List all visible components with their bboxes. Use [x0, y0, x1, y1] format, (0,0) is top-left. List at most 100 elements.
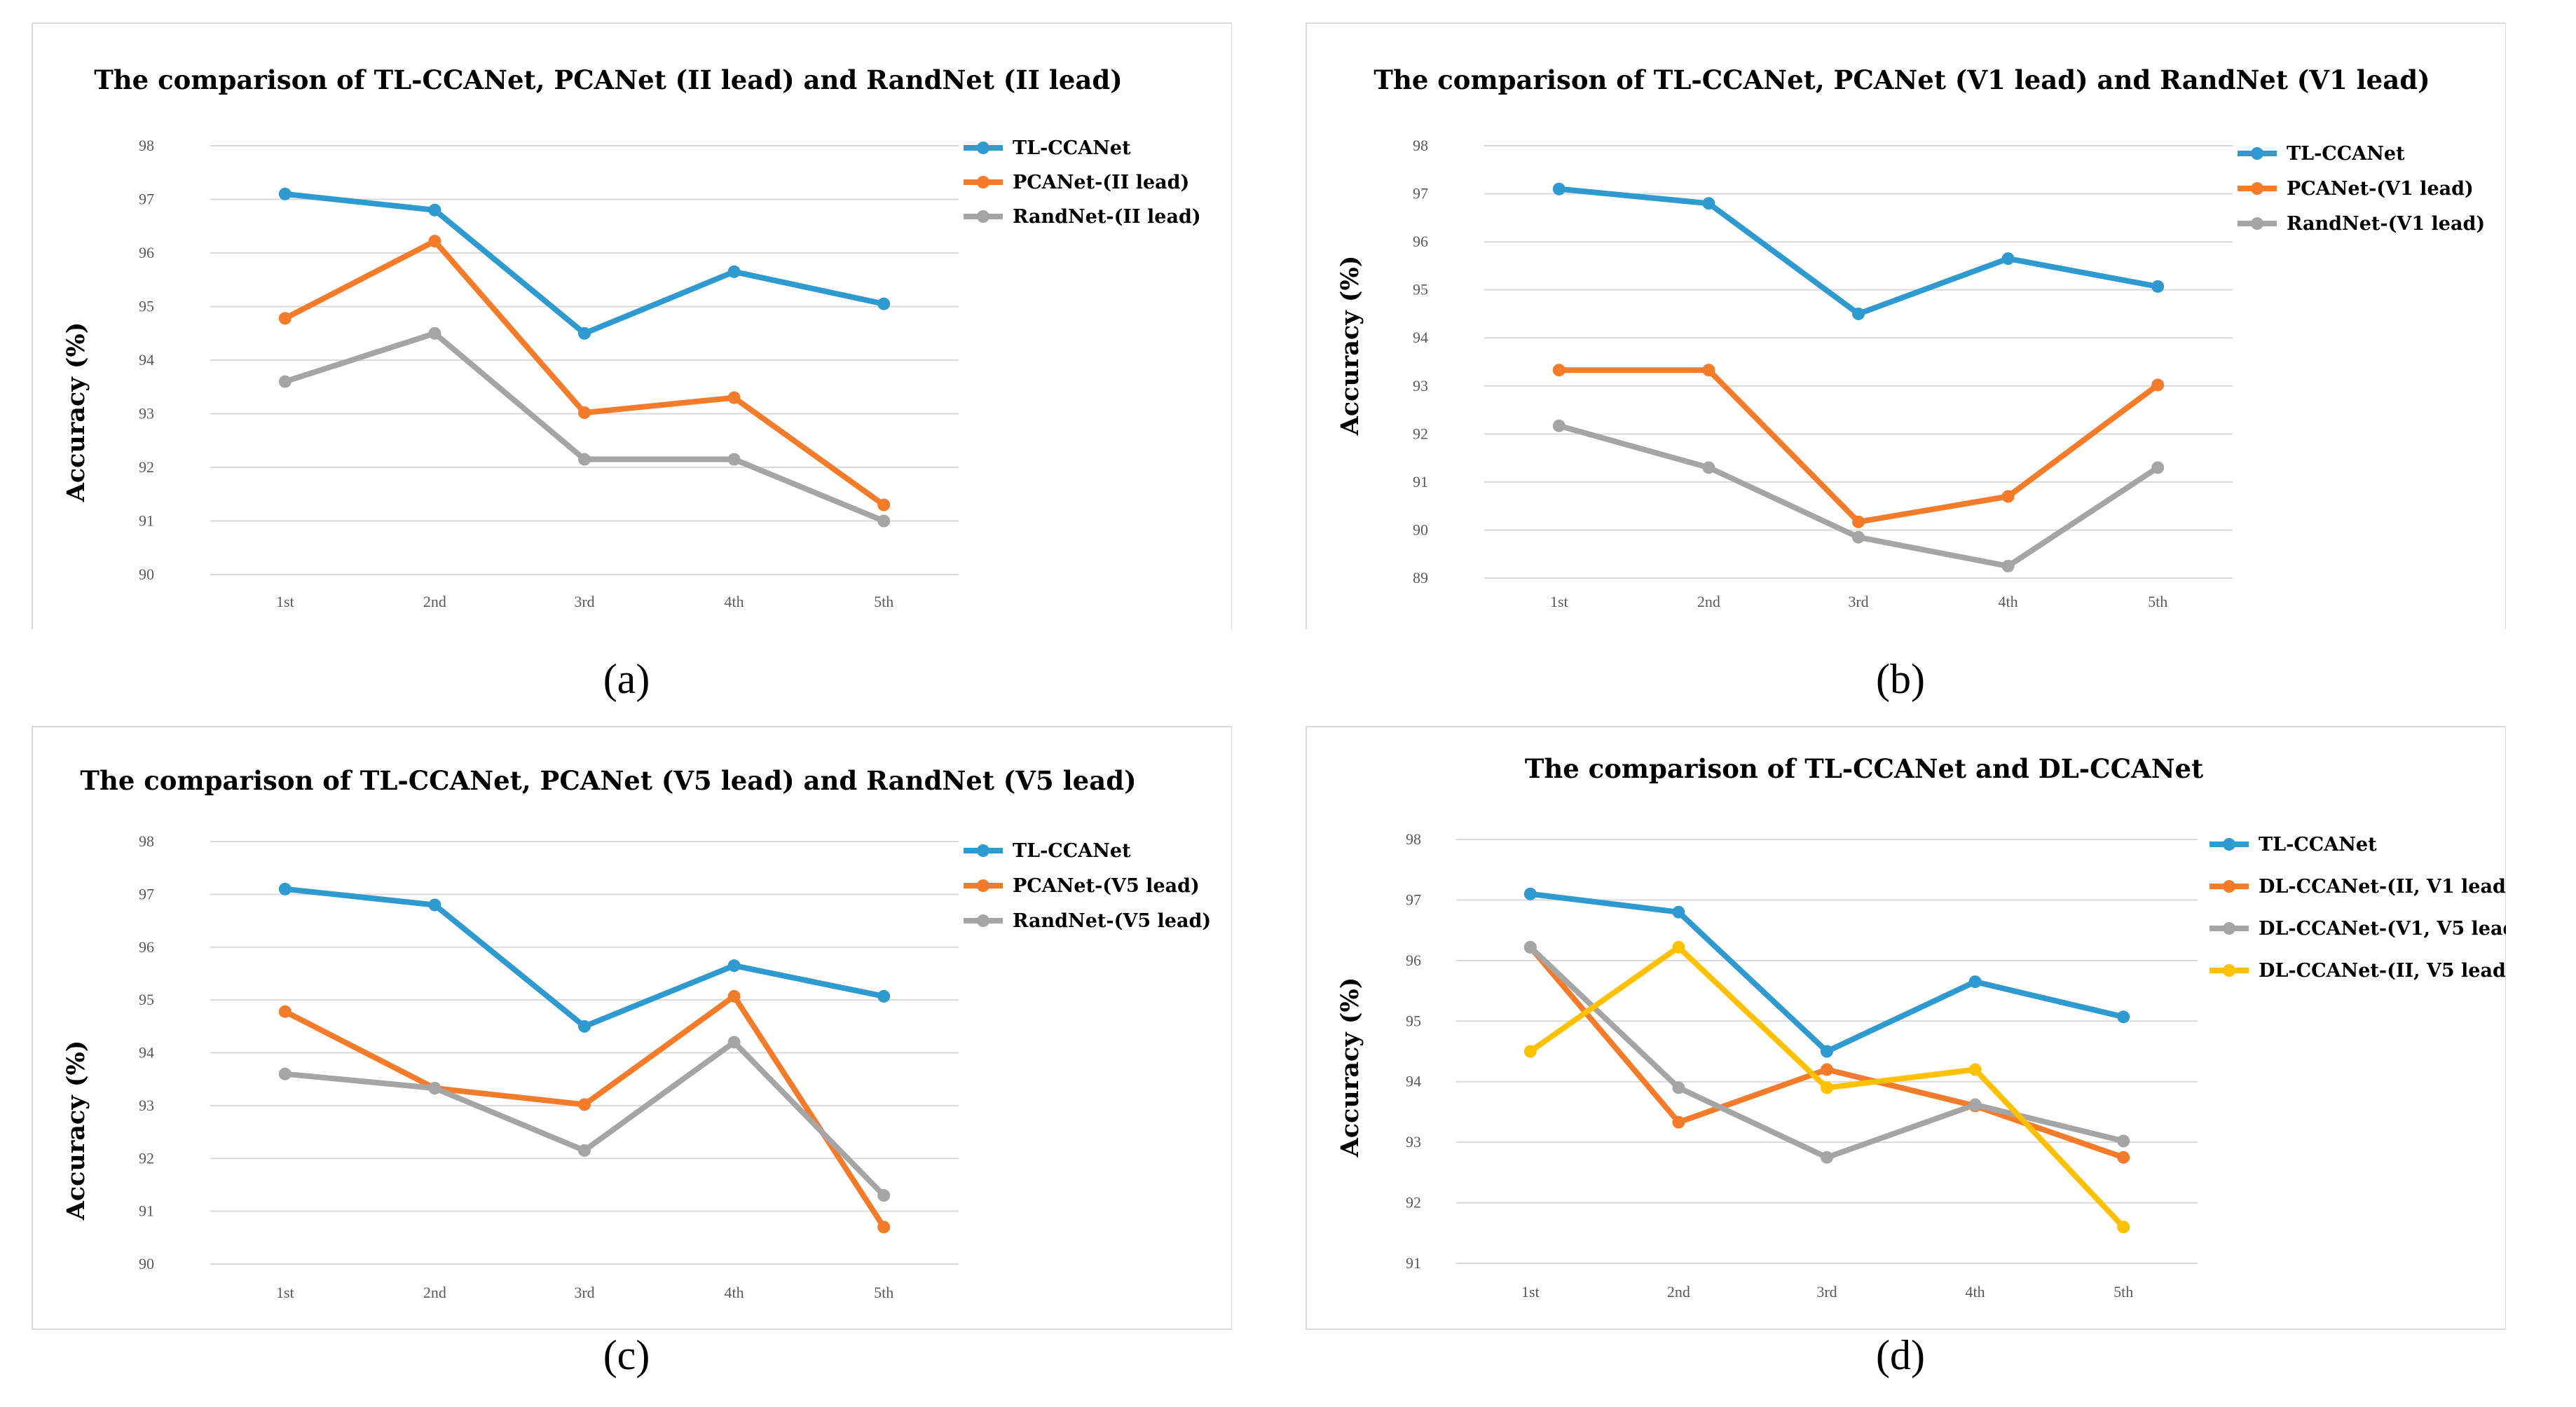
x-tick-label: 3rd — [1848, 593, 1868, 610]
y-tick-label: 98 — [139, 832, 154, 850]
data-point — [578, 327, 591, 340]
data-point — [2151, 378, 2165, 392]
data-point — [428, 327, 441, 340]
chart-d-svg: The comparison of TL-CCANet and DL-CCANe… — [1306, 726, 2506, 1330]
y-tick-label: 93 — [139, 1097, 154, 1114]
legend-marker — [977, 142, 989, 154]
data-point — [877, 989, 891, 1003]
data-point — [1552, 364, 1566, 377]
data-point — [1852, 530, 1865, 544]
legend-marker — [977, 210, 989, 223]
x-tick-label: 1st — [276, 1284, 294, 1301]
data-point — [877, 514, 891, 528]
y-tick-label: 90 — [139, 1255, 154, 1272]
data-point — [578, 406, 591, 419]
data-point — [428, 235, 441, 248]
caption-b: (b) — [1876, 656, 1925, 702]
data-point — [278, 1067, 292, 1080]
x-tick-label: 2nd — [423, 1284, 446, 1301]
y-tick-label: 96 — [139, 244, 154, 261]
data-point — [1672, 1116, 1685, 1129]
chart-title: The comparison of TL-CCANet, PCANet (II … — [94, 64, 1123, 95]
y-tick-label: 93 — [1413, 377, 1428, 394]
data-point — [2151, 280, 2165, 293]
y-tick-label: 95 — [139, 298, 154, 315]
legend-label: RandNet-(V1 lead) — [2287, 213, 2485, 235]
chart-frame — [1306, 22, 2506, 629]
x-tick-label: 2nd — [423, 593, 446, 610]
y-tick-label: 95 — [1413, 281, 1428, 298]
y-tick-label: 94 — [1406, 1073, 1421, 1090]
y-tick-label: 96 — [1413, 233, 1428, 250]
chart-panel-d: The comparison of TL-CCANet and DL-CCANe… — [1295, 725, 2506, 1342]
data-point — [278, 187, 292, 200]
x-tick-label: 1st — [1521, 1283, 1540, 1300]
y-tick-label: 90 — [139, 565, 154, 583]
y-tick-label: 91 — [139, 512, 154, 530]
chart-frame — [32, 726, 1232, 1330]
legend-label: TL-CCANet — [2287, 143, 2405, 165]
x-tick-label: 4th — [725, 593, 744, 610]
data-point — [1523, 887, 1537, 900]
legend-marker — [2223, 964, 2235, 977]
chart-title: The comparison of TL-CCANet and DL-CCANe… — [1525, 753, 2203, 784]
chart-b-svg: The comparison of TL-CCANet, PCANet (V1 … — [1306, 22, 2506, 629]
chart-frame — [1306, 726, 2506, 1330]
y-tick-label: 94 — [1413, 329, 1428, 346]
data-point — [1968, 1098, 1982, 1111]
x-tick-label: 4th — [725, 1284, 744, 1301]
x-tick-label: 1st — [1550, 593, 1568, 610]
y-tick-label: 91 — [1406, 1254, 1421, 1272]
data-point — [1968, 1063, 1982, 1076]
legend-marker — [2223, 922, 2235, 935]
data-point — [278, 375, 292, 388]
data-point — [1672, 1081, 1685, 1094]
chart-c-svg: The comparison of TL-CCANet, PCANet (V5 … — [32, 726, 1232, 1330]
data-point — [578, 453, 591, 466]
legend-label: RandNet-(II lead) — [1013, 206, 1201, 228]
y-tick-label: 98 — [1406, 830, 1421, 848]
chart-frame — [32, 22, 1232, 629]
legend-label: PCANet-(V1 lead) — [2287, 178, 2474, 200]
y-axis-label: Accuracy (%) — [1336, 977, 1364, 1158]
data-point — [278, 1005, 292, 1018]
x-tick-label: 4th — [1999, 593, 2018, 610]
data-point — [2117, 1134, 2130, 1148]
data-point — [1523, 940, 1537, 954]
caption-d: (d) — [1876, 1332, 1925, 1378]
data-point — [1821, 1063, 1833, 1076]
data-point — [1852, 307, 1865, 320]
x-tick-label: 3rd — [574, 1284, 594, 1301]
data-point — [428, 898, 441, 912]
legend-label: TL-CCANet — [2259, 834, 2377, 856]
data-point — [2117, 1151, 2130, 1164]
x-tick-label: 2nd — [1667, 1283, 1690, 1300]
data-point — [2001, 559, 2015, 572]
legend-marker — [977, 914, 989, 927]
chart-title: The comparison of TL-CCANet, PCANet (V5 … — [80, 765, 1136, 796]
y-tick-label: 94 — [139, 1044, 154, 1062]
data-point — [1672, 940, 1685, 954]
caption-a: (a) — [603, 656, 650, 702]
data-point — [578, 1098, 591, 1111]
data-point — [1821, 1045, 1833, 1058]
x-tick-label: 5th — [874, 1284, 893, 1301]
y-tick-label: 95 — [1406, 1012, 1421, 1029]
x-tick-label: 3rd — [1816, 1283, 1837, 1300]
data-point — [1523, 1045, 1537, 1058]
y-tick-label: 91 — [1413, 473, 1428, 490]
data-point — [1672, 905, 1685, 919]
data-point — [1852, 515, 1865, 528]
legend-marker — [2251, 182, 2263, 195]
data-point — [278, 312, 292, 325]
data-point — [428, 203, 441, 217]
legend-marker — [2251, 147, 2263, 160]
x-tick-label: 5th — [874, 593, 893, 610]
data-point — [877, 498, 891, 512]
data-point — [727, 1036, 741, 1049]
y-tick-label: 98 — [139, 137, 154, 154]
data-point — [877, 297, 891, 310]
data-point — [727, 989, 741, 1003]
y-tick-label: 95 — [139, 991, 154, 1008]
data-point — [727, 959, 741, 973]
